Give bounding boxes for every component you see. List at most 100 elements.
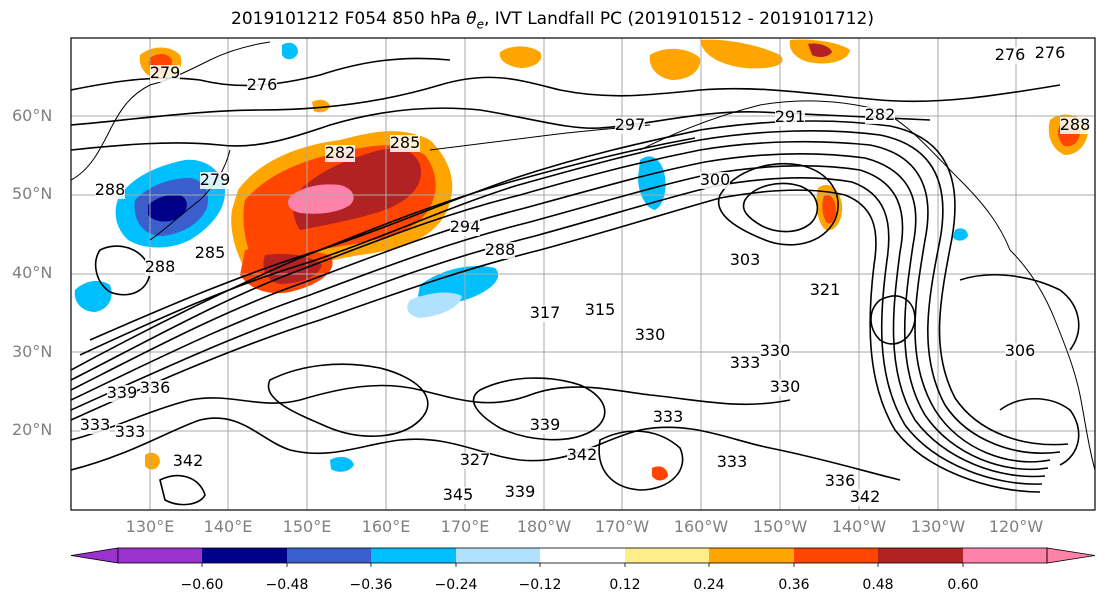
contour-label: 279: [150, 63, 181, 82]
colorbar-segment: [794, 548, 878, 563]
contour-label-bg: [653, 409, 683, 426]
contour-label-bg: [730, 355, 760, 372]
contour-label: 330: [635, 325, 666, 344]
contour-label-bg: [825, 473, 855, 490]
contour-upper-1: [71, 76, 1061, 126]
colorbar-label-060: 0.60: [947, 577, 979, 593]
contour-label-bg: [567, 447, 597, 464]
contour-label-bg: [530, 417, 560, 434]
contour-label: 339: [530, 415, 561, 434]
contour-label: 285: [390, 133, 421, 152]
contour-label: 333: [80, 415, 111, 434]
colorbar-label-012: 0.12: [609, 577, 641, 593]
colorbar: [70, 547, 1096, 567]
contour-label: 333: [730, 353, 761, 372]
title-prefix: 2019101212 F054 850 hPa: [231, 9, 467, 29]
shade-blue-gulf: [638, 156, 666, 210]
colorbar-segment: [963, 548, 1047, 563]
colorbar-label-neg060: −0.60: [180, 577, 224, 593]
contour-sub-10: [999, 398, 1080, 466]
shade-darkred-top: [808, 43, 832, 57]
contour-label-bg: [145, 259, 175, 276]
lat-label-30n: 30°N: [12, 342, 53, 361]
map-title: 2019101212 F054 850 hPa θe, IVT Landfall…: [0, 9, 1105, 31]
contour-label: 336: [140, 378, 171, 397]
contour-label-bg: [717, 454, 747, 471]
contour-label-bg: [635, 327, 665, 344]
contour-label-bg: [770, 379, 800, 396]
shade-orange-small2: [145, 452, 160, 470]
colorbar-label-024: 0.24: [693, 577, 725, 593]
contour-sub-3: [267, 363, 429, 437]
contour-label-bg: [505, 484, 535, 501]
contour-label: 288: [95, 180, 126, 199]
contour-jet-1: [71, 140, 1051, 463]
contour-sub-7: [870, 295, 916, 345]
shade-pink-core: [287, 184, 354, 214]
contour-label: 333: [115, 422, 146, 441]
contour-label-bg: [530, 305, 560, 322]
contour-label-bg: [195, 245, 225, 262]
shade-red-small3: [652, 466, 668, 481]
shade-orange-top4: [700, 39, 783, 69]
colorbar-label-048: 0.48: [862, 577, 894, 593]
contour-label-bg: [460, 452, 490, 469]
contour-loop-east2: [742, 182, 819, 233]
lat-label-40n: 40°N: [12, 263, 53, 282]
contour-label-bg: [173, 453, 203, 470]
contour-label-bg: [200, 172, 230, 189]
contour-jet-8: [71, 189, 1041, 493]
contour-label-bg: [865, 107, 895, 124]
contour-label: 303: [730, 250, 761, 269]
contour-label-bg: [485, 242, 515, 259]
lon-label-180w: 180°W: [516, 517, 572, 536]
shade-red-east: [822, 194, 836, 224]
contour-label: 288: [145, 257, 176, 276]
colorbar-label-neg012: −0.12: [518, 577, 562, 593]
contour-label-bg: [775, 109, 805, 126]
contour-sub-6: [159, 474, 206, 506]
colorbar-segment: [371, 548, 456, 563]
colorbar-segment: [456, 548, 540, 563]
contour-label-bg: [140, 380, 170, 397]
contour-label: 276: [995, 45, 1026, 64]
contour-label: 339: [107, 383, 138, 402]
contour-jet-7: [71, 137, 696, 371]
colorbar-outline: [117, 547, 1048, 564]
lon-label-130e: 130°E: [125, 517, 175, 536]
contour-label-bg: [443, 487, 473, 504]
contour-label: 288: [485, 240, 516, 259]
contour-label: 282: [325, 143, 356, 162]
contour-label-bg: [730, 252, 760, 269]
contour-label: 342: [567, 445, 598, 464]
shade-orange-top2: [499, 46, 542, 68]
contour-label-bg: [247, 77, 277, 94]
lat-label-20n: 20°N: [12, 420, 53, 439]
colorbar-segment: [287, 548, 371, 563]
contour-label: 297: [615, 115, 646, 134]
contour-label-bg: [150, 65, 180, 82]
contour-label: 285: [195, 243, 226, 262]
colorbar-label-neg048: −0.48: [265, 577, 309, 593]
contour-label: 306: [1005, 341, 1036, 360]
contour-label: 321: [810, 280, 841, 299]
contour-label: 336: [825, 471, 856, 490]
contour-jet-3: [71, 165, 1046, 478]
contour-label: 315: [585, 300, 616, 319]
contour-label: 317: [530, 303, 561, 322]
contour-label: 279: [200, 170, 231, 189]
contour-label-bg: [390, 135, 420, 152]
colorbar-label-036: 0.36: [778, 577, 810, 593]
lon-label-150e: 150°E: [282, 517, 332, 536]
contour-label-bg: [995, 47, 1025, 64]
contour-label: 339: [505, 482, 536, 501]
contour-sub-9: [959, 274, 1080, 351]
coast-na: [1009, 249, 1095, 471]
contour-label: 330: [770, 377, 801, 396]
contour-label-bg: [1005, 343, 1035, 360]
contour-label-bg: [1060, 117, 1090, 134]
colorbar-extend-low: [70, 547, 119, 564]
contour-label-bg: [585, 302, 615, 319]
contour-label: 333: [653, 407, 684, 426]
